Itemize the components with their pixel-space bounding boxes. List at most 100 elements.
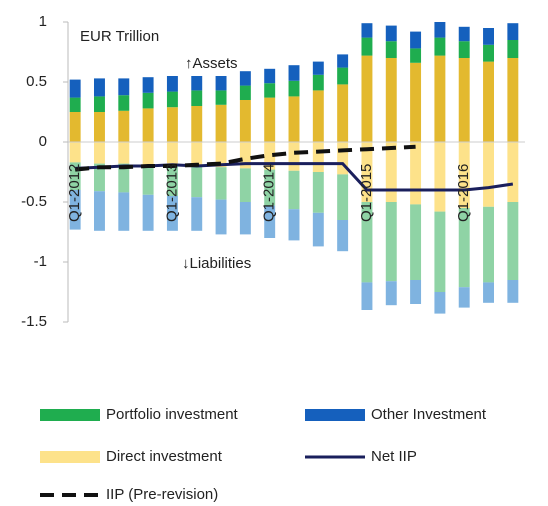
y-tick-label: 1 <box>39 13 47 30</box>
asset-bar <box>69 97 81 112</box>
asset-bar <box>215 104 227 142</box>
asset-bar <box>337 84 349 142</box>
liability-bar <box>118 163 130 193</box>
asset-bar <box>264 97 276 142</box>
asset-bar <box>215 90 227 105</box>
x-tick-label: Q1-2012 <box>66 164 83 222</box>
x-tick-label: Q1-2013 <box>163 164 180 222</box>
liability-bar <box>118 142 130 164</box>
liability-bar <box>385 202 397 282</box>
y-tick-label: -0.5 <box>21 193 47 210</box>
asset-bar <box>483 28 494 45</box>
x-tick-label: Q1-2016 <box>455 164 472 222</box>
asset-bar <box>361 37 373 56</box>
asset-bar <box>434 37 446 56</box>
asset-bar <box>458 58 470 142</box>
asset-bar <box>434 22 446 38</box>
liability-bar <box>239 168 251 202</box>
x-tick-label: Q1-2015 <box>358 164 375 222</box>
asset-bar <box>507 23 519 40</box>
liability-bar <box>458 142 470 208</box>
asset-bar <box>215 76 227 91</box>
liability-bar <box>458 208 470 288</box>
liability-bar <box>191 166 203 198</box>
liability-bar <box>410 280 422 304</box>
asset-bar <box>507 40 519 58</box>
liability-bar <box>312 172 324 213</box>
liability-bar <box>191 197 203 231</box>
liability-bar <box>142 164 154 195</box>
liability-bar <box>312 142 324 172</box>
asset-bar <box>264 68 276 84</box>
legend-swatch <box>40 409 100 421</box>
x-tick-label: Q1-2014 <box>261 164 278 222</box>
liability-bar <box>191 142 203 166</box>
annotation: ↓Liabilities <box>182 255 251 272</box>
asset-bar <box>337 54 349 68</box>
liability-bar <box>361 202 373 283</box>
asset-bar <box>312 61 324 75</box>
asset-bar <box>69 112 81 142</box>
asset-bar <box>410 31 422 49</box>
liability-bar <box>483 206 494 283</box>
liability-bar <box>142 142 154 165</box>
liability-bar <box>483 142 494 207</box>
asset-bar <box>385 41 397 58</box>
legend-label: Net IIP <box>371 448 417 465</box>
asset-bar <box>507 58 519 142</box>
liability-bar <box>264 205 276 238</box>
asset-bar <box>361 23 373 38</box>
asset-bar <box>385 25 397 42</box>
asset-bar <box>361 55 373 142</box>
liability-bar <box>434 211 446 292</box>
asset-bar <box>337 67 349 85</box>
y-axis-label: EUR Trillion <box>80 28 159 45</box>
asset-bar <box>191 90 203 106</box>
liability-bar <box>94 191 105 231</box>
asset-bar <box>118 110 130 142</box>
asset-bar <box>239 71 251 86</box>
legend-label: Portfolio investment <box>106 406 239 423</box>
legend-swatch <box>305 409 365 421</box>
asset-bar <box>142 77 154 93</box>
asset-bar <box>94 112 105 142</box>
liability-bar <box>337 220 349 252</box>
asset-bar <box>312 74 324 91</box>
liability-bar <box>337 174 349 220</box>
asset-bar <box>483 44 494 62</box>
liability-bar <box>483 282 494 303</box>
liability-bar <box>507 142 519 202</box>
asset-bar <box>191 76 203 91</box>
asset-bar <box>239 85 251 100</box>
liability-bar <box>337 142 349 175</box>
liability-bar <box>215 167 227 200</box>
y-tick-label: -1 <box>34 253 47 270</box>
liability-bar <box>69 162 81 190</box>
liability-bar <box>458 287 470 308</box>
liability-bar <box>69 190 81 230</box>
liability-bar <box>434 142 446 212</box>
liability-bar <box>215 199 227 235</box>
asset-bar <box>69 79 81 98</box>
asset-bar <box>385 58 397 142</box>
liability-bar <box>410 142 422 205</box>
liability-bar <box>118 192 130 231</box>
asset-bar <box>166 76 178 92</box>
asset-bar <box>142 108 154 142</box>
liability-bar <box>264 142 276 170</box>
liability-bar <box>166 142 178 166</box>
liability-bar <box>312 212 324 247</box>
legend-label: Other Investment <box>371 406 487 423</box>
asset-bar <box>458 41 470 58</box>
asset-bar <box>288 65 300 81</box>
liability-bar <box>385 281 397 306</box>
liability-bar <box>264 169 276 206</box>
y-tick-label: 0.5 <box>26 73 47 90</box>
liability-bar <box>94 142 105 164</box>
legend-label: IIP (Pre-revision) <box>106 486 218 503</box>
asset-bar <box>288 96 300 142</box>
asset-bar <box>410 48 422 63</box>
asset-bar <box>118 78 130 96</box>
asset-bar <box>458 26 470 42</box>
